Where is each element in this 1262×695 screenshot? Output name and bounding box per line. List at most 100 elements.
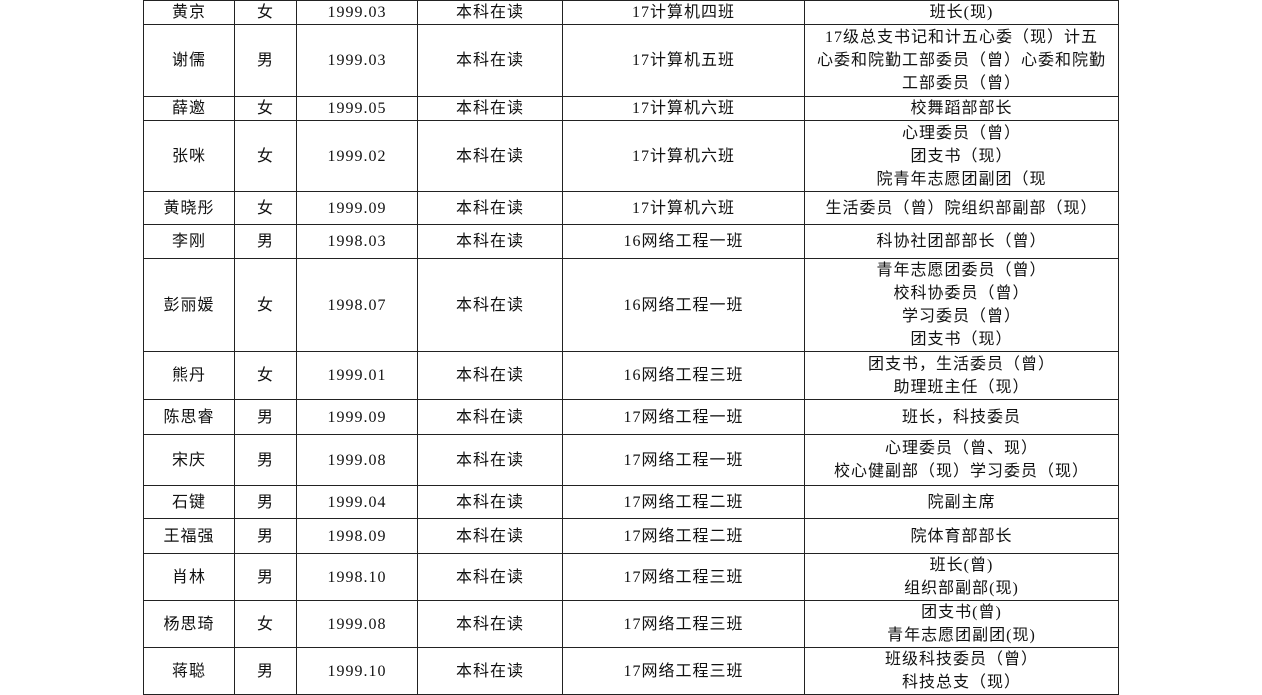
birth-cell: 1999.02 <box>296 120 418 192</box>
name-cell: 黄晓彤 <box>143 191 235 225</box>
class-cell: 17网络工程二班 <box>562 518 805 554</box>
birth-cell: 1999.03 <box>296 24 418 97</box>
position-cell: 班长(现) <box>804 0 1119 25</box>
position-line: 校舞蹈部部长 <box>910 100 1013 117</box>
table-row: 熊丹女 1999.01 本科在读 16网络工程三班 团支书，生活委员（曾） 助理班主任（现… <box>143 351 1119 400</box>
position-line: 生活委员（曾）院组织部副部（现） <box>825 199 1098 217</box>
position-cell: 班级科技委员（曾） 科技总支（现） <box>804 647 1119 695</box>
position-line: 心理委员（曾、现） <box>884 440 1038 457</box>
status-cell: 本科在读 <box>417 24 563 97</box>
status-cell: 本科在读 <box>417 485 563 519</box>
position-line: 团支书（现） <box>910 147 1013 165</box>
gender-cell: 女 <box>234 96 297 121</box>
table-row: 张咪女 1999.02 本科在读 17计算机六班 心理委员（曾） 团支书（现） 院青年志愿团… <box>143 120 1119 192</box>
class-cell: 16网络工程一班 <box>562 258 805 352</box>
position-cell: 生活委员（曾）院组织部副部（现） <box>804 191 1119 225</box>
table-row: 王福强男 1998.09 本科在读 17网络工程二班 院体育部部长 <box>143 518 1119 554</box>
position-cell: 团支书(曾) 青年志愿团副团(现) <box>804 600 1119 648</box>
table-row: 蒋聪男 1999.10 本科在读 17网络工程三班 班级科技委员（曾） 科技总支（现） <box>143 647 1119 695</box>
gender-cell: 男 <box>234 485 297 519</box>
birth-cell: 1999.10 <box>296 647 418 695</box>
gender-cell: 男 <box>234 399 297 435</box>
position-line: 校科协委员（曾） <box>893 285 1030 302</box>
position-line: 校心健副部（现）学习委员（现） <box>833 463 1089 480</box>
position-cell: 科协社团部部长（曾） <box>804 224 1119 259</box>
birth-cell: 1999.01 <box>296 351 418 400</box>
class-cell: 17网络工程一班 <box>562 434 805 486</box>
gender-cell: 男 <box>234 24 297 97</box>
position-line: 院体育部部长 <box>910 527 1013 545</box>
class-cell: 16网络工程一班 <box>562 224 805 259</box>
birth-cell: 1999.08 <box>296 600 418 648</box>
member-table: 黄京女 1999.03 本科在读 17计算机四班 班长(现) 谢儒男 1999.03 本科在读… <box>143 0 1119 695</box>
table-row: 陈思睿男 1999.09 本科在读 17网络工程一班 班长，科技委员 <box>143 399 1119 435</box>
table-row: 杨思琦女 1999.08 本科在读 17网络工程三班 团支书(曾) 青年志愿团副团(现) <box>143 600 1119 648</box>
position-cell: 院副主席 <box>804 485 1119 519</box>
gender-cell: 女 <box>234 351 297 400</box>
name-cell: 石键 <box>143 485 235 519</box>
status-cell: 本科在读 <box>417 351 563 400</box>
status-cell: 本科在读 <box>417 224 563 259</box>
birth-cell: 1998.07 <box>296 258 418 352</box>
name-cell: 蒋聪 <box>143 647 235 695</box>
birth-cell: 1999.03 <box>296 0 418 25</box>
position-line: 青年志愿团委员（曾） <box>876 262 1047 279</box>
position-line: 班级科技委员（曾） <box>884 651 1038 668</box>
position-cell: 班长，科技委员 <box>804 399 1119 435</box>
name-cell: 李刚 <box>143 224 235 259</box>
position-cell: 心理委员（曾） 团支书（现） 院青年志愿团副团（现 <box>804 120 1119 192</box>
position-cell: 青年志愿团委员（曾） 校科协委员（曾） 学习委员（曾） 团支书（现） <box>804 258 1119 352</box>
position-line: 助理班主任（现） <box>893 378 1030 396</box>
status-cell: 本科在读 <box>417 647 563 695</box>
class-cell: 17计算机四班 <box>562 0 805 25</box>
position-line: 学习委员（曾） <box>901 308 1021 325</box>
table-row: 宋庆男 1999.08 本科在读 17网络工程一班 心理委员（曾、现） 校心健副部（现）学… <box>143 434 1119 486</box>
name-cell: 谢儒 <box>143 24 235 97</box>
position-line: 心委和院勤工部委员（曾）心委和院勤 <box>816 52 1106 69</box>
name-cell: 宋庆 <box>143 434 235 486</box>
position-cell: 校舞蹈部部长 <box>804 96 1119 121</box>
table-row: 黄京女 1999.03 本科在读 17计算机四班 班长(现) <box>143 0 1119 25</box>
status-cell: 本科在读 <box>417 600 563 648</box>
birth-cell: 1999.09 <box>296 191 418 225</box>
gender-cell: 女 <box>234 191 297 225</box>
position-line: 团支书（现） <box>910 331 1013 348</box>
table-row: 谢儒男 1999.03 本科在读 17计算机五班 17级总支书记和计五心委（现）计五 心委… <box>143 24 1119 97</box>
position-cell: 院体育部部长 <box>804 518 1119 554</box>
class-cell: 16网络工程三班 <box>562 351 805 400</box>
name-cell: 薛邀 <box>143 96 235 121</box>
class-cell: 17网络工程三班 <box>562 600 805 648</box>
name-cell: 杨思琦 <box>143 600 235 648</box>
status-cell: 本科在读 <box>417 96 563 121</box>
name-cell: 肖林 <box>143 553 235 601</box>
name-cell: 王福强 <box>143 518 235 554</box>
gender-cell: 男 <box>234 434 297 486</box>
class-cell: 17计算机六班 <box>562 96 805 121</box>
class-cell: 17网络工程三班 <box>562 553 805 601</box>
position-line: 团支书，生活委员（曾） <box>867 355 1055 373</box>
position-line: 班长(曾) <box>929 557 994 574</box>
position-line: 院副主席 <box>927 493 996 511</box>
table-row: 薛邀女 1999.05 本科在读 17计算机六班 校舞蹈部部长 <box>143 96 1119 121</box>
table-row: 李刚男 1998.03 本科在读 16网络工程一班 科协社团部部长（曾） <box>143 224 1119 259</box>
table-row: 彭丽媛女 1998.07 本科在读 16网络工程一班 青年志愿团委员（曾） 校科协委员（曾… <box>143 258 1119 352</box>
table-row: 肖林男 1998.10 本科在读 17网络工程三班 班长(曾) 组织部副部(现) <box>143 553 1119 601</box>
birth-cell: 1999.09 <box>296 399 418 435</box>
birth-cell: 1998.03 <box>296 224 418 259</box>
position-line: 院青年志愿团副团（现 <box>876 170 1047 188</box>
position-line: 组织部副部(现) <box>904 580 1019 597</box>
position-line: 科技总支（现） <box>901 674 1021 691</box>
position-cell: 17级总支书记和计五心委（现）计五 心委和院勤工部委员（曾）心委和院勤 工部委员（曾… <box>804 24 1119 97</box>
position-cell: 班长(曾) 组织部副部(现) <box>804 553 1119 601</box>
gender-cell: 女 <box>234 0 297 25</box>
table-row: 石键男 1999.04 本科在读 17网络工程二班 院副主席 <box>143 485 1119 519</box>
name-cell: 张咪 <box>143 120 235 192</box>
birth-cell: 1998.09 <box>296 518 418 554</box>
class-cell: 17网络工程三班 <box>562 647 805 695</box>
status-cell: 本科在读 <box>417 434 563 486</box>
position-cell: 团支书，生活委员（曾） 助理班主任（现） <box>804 351 1119 400</box>
position-line: 心理委员（曾） <box>901 124 1021 142</box>
birth-cell: 1999.08 <box>296 434 418 486</box>
gender-cell: 男 <box>234 518 297 554</box>
class-cell: 17网络工程二班 <box>562 485 805 519</box>
